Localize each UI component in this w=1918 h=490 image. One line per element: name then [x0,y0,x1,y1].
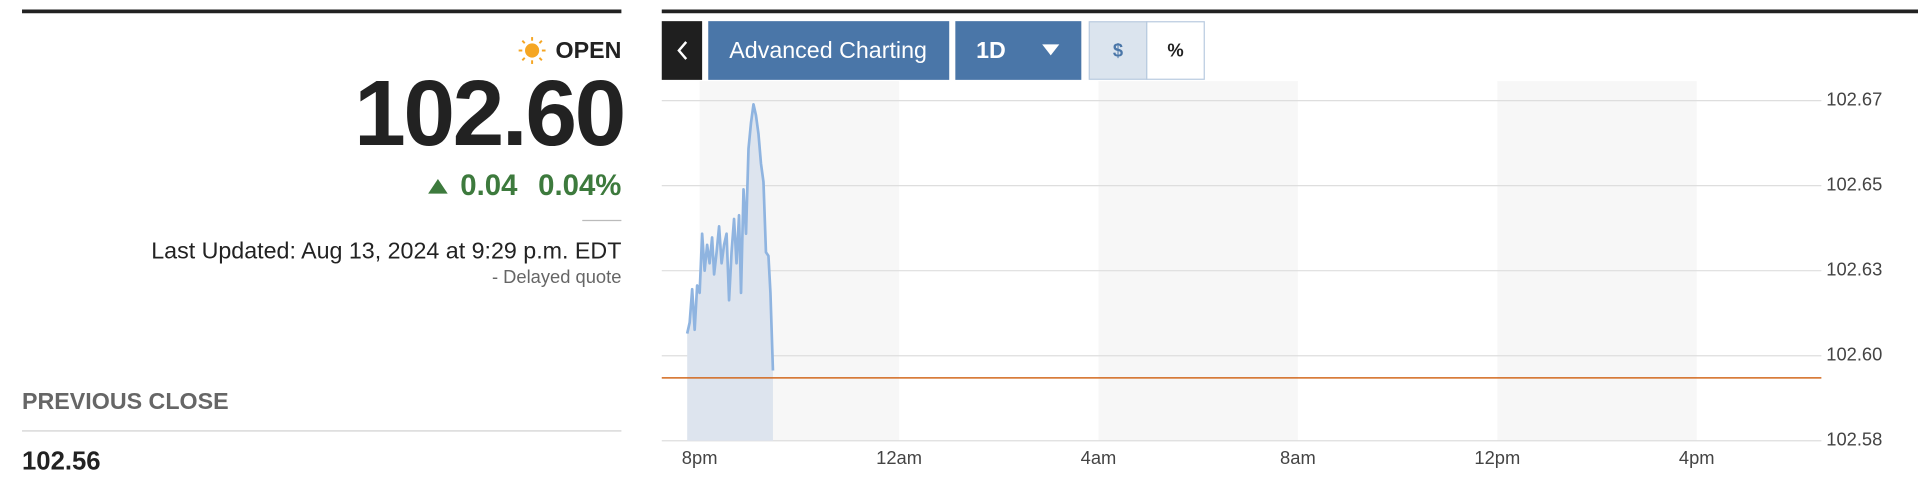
chart: 102.58 102.60 102.63 102.65 102.67 8pm 12am 4am… [661,81,1882,468]
range-dropdown[interactable]: 1D [955,21,1082,80]
dropdown-arrow [1042,44,1060,56]
toggle-label: $ [1113,40,1123,61]
x-tick-label: 8am [1280,447,1316,468]
previous-close-label: PREVIOUS CLOSE [22,388,229,414]
area-fill [687,104,773,441]
delayed-note: - Delayed quote [492,266,621,287]
x-tick-label: 4pm [1679,447,1715,468]
x-tick-label: 4am [1081,447,1117,468]
price: 102.60 [354,61,624,165]
previous-close: 102.56 [22,448,101,476]
x-tick-label: 12pm [1474,447,1520,468]
session-band [1098,81,1298,441]
session-band [1497,81,1697,441]
range-label: 1D [976,37,1006,63]
advanced-charting-button[interactable]: Advanced Charting [708,21,950,80]
quote-panel: OPEN 102.60 0.04 0.04% Last Updated: Aug… [22,9,626,476]
toolbar: Advanced Charting 1D $ % [661,21,1205,80]
y-tick-label: 102.63 [1826,259,1882,280]
change-percent: 0.04% [538,169,621,202]
up-arrow [428,178,448,194]
y-tick-label: 102.65 [1826,174,1882,195]
y-tick-label: 102.60 [1826,344,1882,365]
button-label: Advanced Charting [729,37,927,63]
price-line [685,103,775,371]
sun-icon [518,37,546,64]
last-updated: Last Updated: Aug 13, 2024 at 9:29 p.m. … [151,237,621,263]
collapse-button[interactable] [661,21,703,80]
change: 0.04 [460,169,518,202]
x-tick-label: 12am [876,447,922,468]
percent-toggle[interactable]: % [1146,21,1205,80]
market-status: OPEN [556,37,622,63]
y-tick-label: 102.58 [1826,429,1882,450]
x-tick-label: 8pm [682,447,718,468]
dollar-toggle[interactable]: $ [1088,21,1148,80]
y-tick-label: 102.67 [1826,89,1882,110]
toggle-label: % [1167,40,1183,61]
